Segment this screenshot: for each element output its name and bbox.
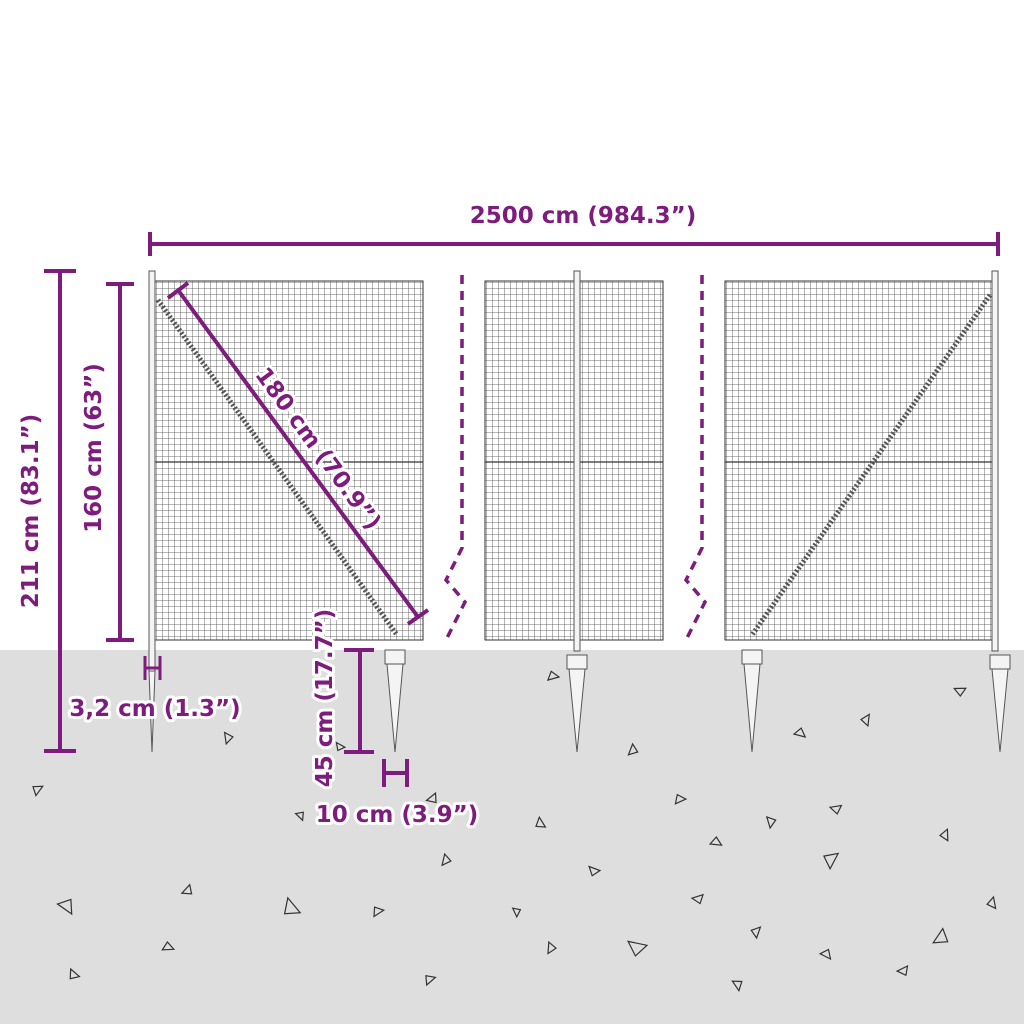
ground-spike: [989, 654, 1011, 753]
brace: [155, 298, 400, 637]
ground: [0, 650, 1024, 1024]
pebble: [823, 852, 840, 871]
dimension-spike-depth: 45 cm (17.7”): [309, 606, 374, 790]
total-height-label: 211 cm (83.1”): [18, 414, 44, 609]
pebble: [69, 967, 81, 980]
break-marker-2: [683, 275, 708, 641]
spike-depth-label: 45 cm (17.7”): [312, 609, 338, 788]
pebble: [588, 865, 602, 877]
pebble: [32, 785, 44, 797]
fence-height-label: 160 cm (63”): [81, 363, 107, 533]
pebble: [750, 926, 762, 940]
dimension-total-height: 211 cm (83.1”): [15, 269, 76, 753]
pebble: [373, 906, 386, 918]
break-marker-1: [443, 275, 468, 641]
dimension-spike-width: 10 cm (3.9”): [313, 759, 481, 831]
ground-pebbles: [32, 670, 997, 993]
dimension-total-length: 2500 cm (984.3”): [148, 200, 1000, 256]
dimension-fence-height: 160 cm (63”): [78, 282, 134, 642]
pebble: [708, 836, 723, 846]
ground-spike: [566, 654, 588, 753]
pebble: [690, 893, 704, 905]
pebble: [860, 713, 871, 728]
post-right: [991, 270, 999, 652]
pebble: [441, 852, 452, 867]
pebble: [818, 948, 832, 961]
ground-spike: [384, 649, 406, 753]
pebble: [180, 883, 193, 895]
pebble: [986, 895, 997, 910]
pebble: [283, 896, 302, 915]
fence-panel-1: [149, 280, 424, 641]
pebble: [56, 898, 73, 916]
pebble: [828, 804, 843, 815]
pebble: [223, 731, 234, 746]
pebble: [425, 791, 437, 804]
pebble: [425, 974, 437, 987]
pebble: [932, 927, 949, 944]
pebble: [731, 980, 743, 993]
pebble: [335, 741, 347, 752]
post-diameter-label: 3,2 cm (1.3”): [69, 696, 240, 722]
brace: [749, 293, 993, 637]
pebble: [627, 940, 649, 957]
pebble: [939, 827, 949, 842]
pebble: [674, 793, 688, 805]
pebble: [627, 742, 639, 756]
pebble: [895, 964, 909, 977]
ground-spike: [741, 649, 763, 753]
fence-panel-3: [724, 280, 998, 641]
pebble: [294, 811, 304, 822]
ground-spikes: [384, 649, 1011, 753]
pebble: [792, 727, 807, 738]
pebble: [547, 940, 557, 955]
dimension-post-diameter: 3,2 cm (1.3”): [66, 656, 244, 725]
pebble: [161, 941, 176, 951]
pebble: [952, 687, 967, 697]
spike-width-label: 10 cm (3.9”): [316, 802, 479, 828]
pebble: [511, 907, 522, 919]
pebble: [546, 670, 561, 681]
post-left: [148, 270, 156, 672]
pebble: [765, 815, 777, 830]
total-length-label: 2500 cm (984.3”): [470, 203, 697, 229]
post-middle: [573, 270, 581, 652]
pebble: [535, 815, 547, 828]
post-left-tip: [148, 670, 156, 753]
